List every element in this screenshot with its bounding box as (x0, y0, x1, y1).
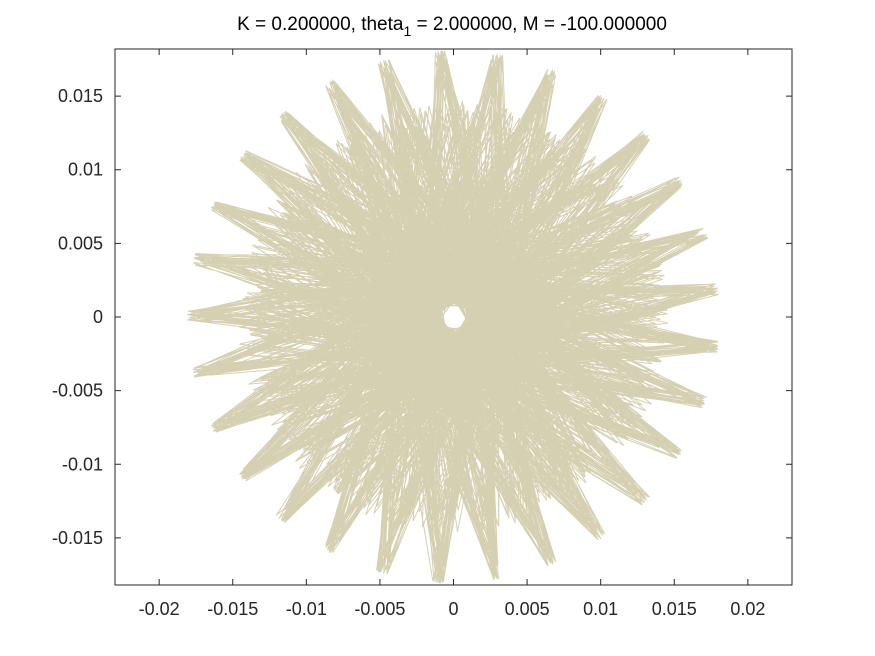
trajectory-line (187, 50, 719, 584)
title-suffix-text: = 2.000000, M = -100.000000 (411, 14, 667, 35)
x-tick-label: -0.005 (354, 599, 405, 619)
x-axis-ticks: -0.02 -0.015 -0.01 -0.005 0 0.005 0.01 0.015 0.0… (139, 49, 765, 619)
x-tick-label: 0.01 (583, 599, 618, 619)
y-axis-ticks: 0.015 0.01 0.005 0 -0.005 -0.01 -0.015 (52, 86, 792, 548)
y-tick-label: -0.01 (62, 454, 103, 474)
x-tick-label: 0.005 (505, 599, 550, 619)
y-tick-label: -0.015 (52, 528, 103, 548)
y-tick-label: 0.005 (58, 233, 103, 253)
y-tick-label: 0.01 (68, 160, 103, 180)
plot-area: -0.02 -0.015 -0.01 -0.005 0 0.005 0.01 0.015 0.0… (52, 48, 793, 619)
y-tick-label: -0.005 (52, 381, 103, 401)
title-main-text: K = 0.200000, theta (237, 14, 404, 35)
y-tick-label: 0.015 (58, 86, 103, 106)
trajectory-layer (187, 50, 719, 584)
x-tick-label: -0.02 (139, 599, 180, 619)
x-tick-label: -0.01 (286, 599, 327, 619)
y-tick-label: 0 (93, 307, 103, 327)
x-tick-label: 0 (448, 599, 458, 619)
chart-title: K = 0.200000, theta1 = 2.000000, M = -10… (237, 14, 667, 39)
x-tick-label: 0.015 (652, 599, 697, 619)
x-tick-label: 0.02 (730, 599, 765, 619)
title-subscript: 1 (403, 23, 411, 39)
x-tick-label: -0.015 (207, 599, 258, 619)
